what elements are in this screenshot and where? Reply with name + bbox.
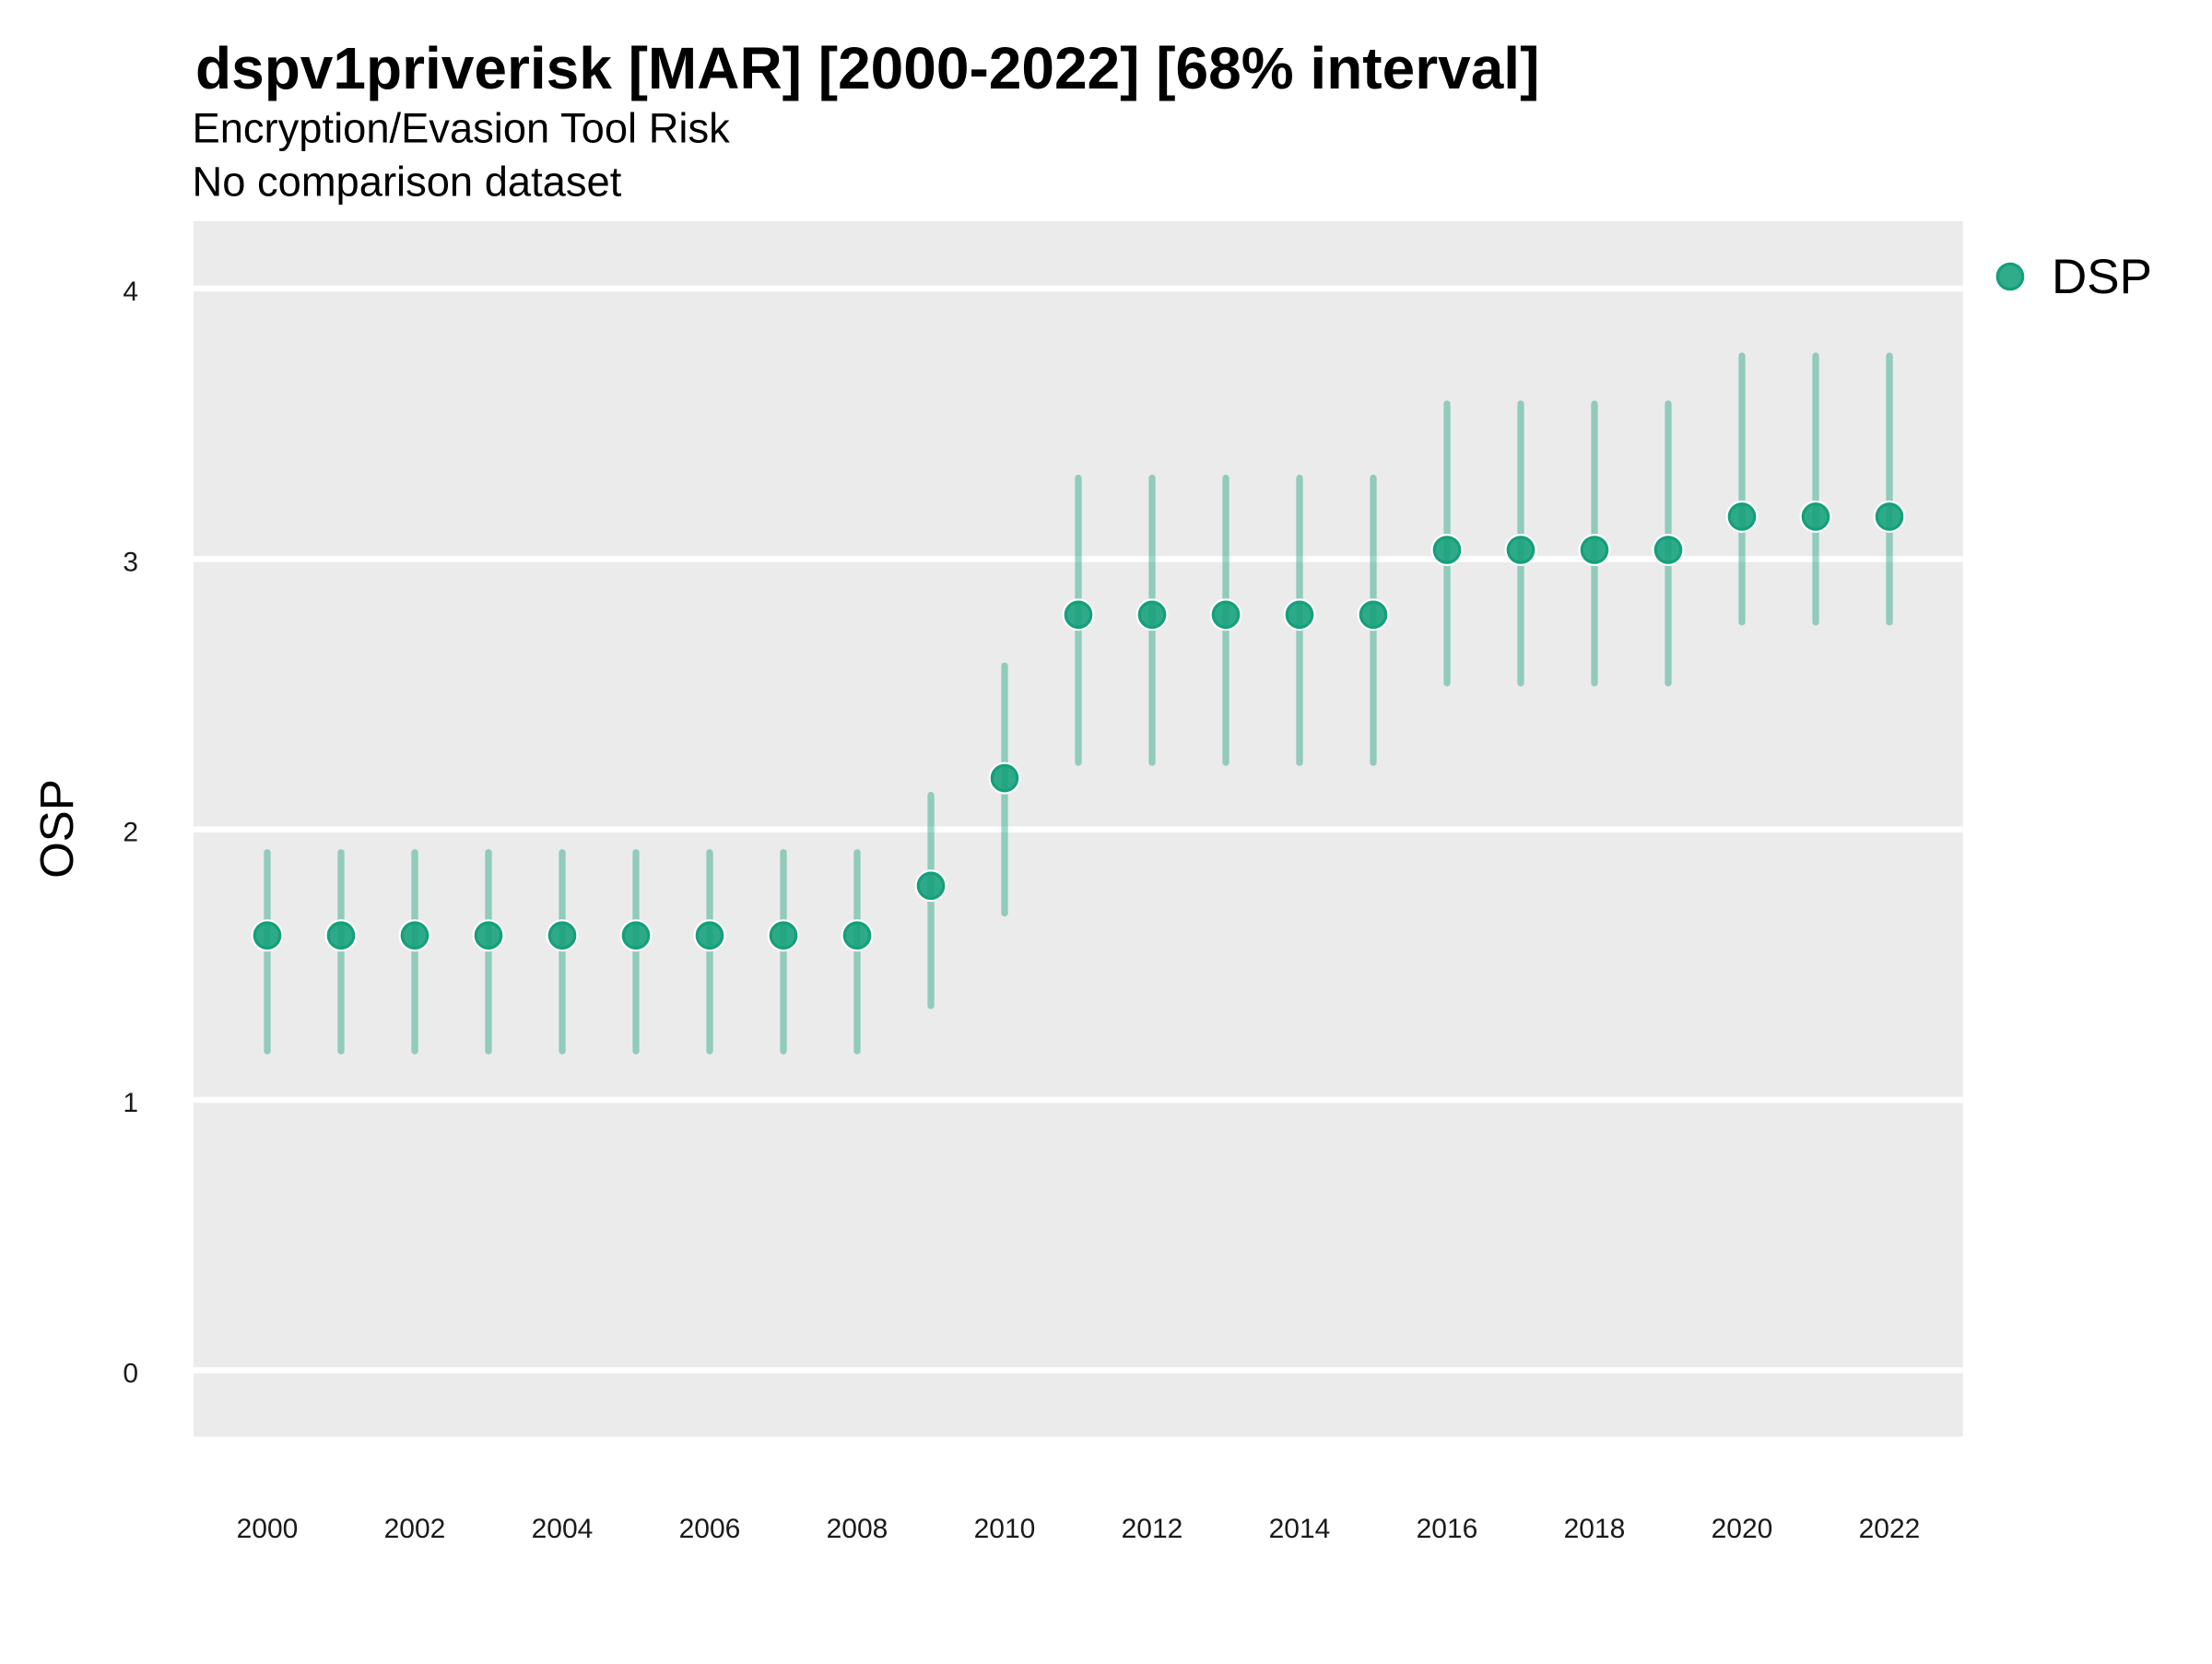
svg-text:2018: 2018 bbox=[1564, 1514, 1626, 1544]
svg-text:2010: 2010 bbox=[974, 1514, 1036, 1544]
svg-text:2022: 2022 bbox=[1859, 1514, 1921, 1544]
svg-text:2: 2 bbox=[123, 818, 138, 848]
svg-text:dspv1priverisk [MAR] [2000-202: dspv1priverisk [MAR] [2000-2022] [68% in… bbox=[195, 35, 1539, 101]
svg-text:2004: 2004 bbox=[532, 1514, 594, 1544]
svg-text:2000: 2000 bbox=[237, 1514, 299, 1544]
svg-text:2014: 2014 bbox=[1269, 1514, 1331, 1544]
svg-text:2016: 2016 bbox=[1417, 1514, 1478, 1544]
svg-text:DSP: DSP bbox=[2052, 250, 2152, 304]
svg-text:Encryption/Evasion Tool Risk: Encryption/Evasion Tool Risk bbox=[193, 105, 731, 152]
svg-text:2006: 2006 bbox=[679, 1514, 741, 1544]
svg-text:No comparison dataset: No comparison dataset bbox=[193, 159, 622, 206]
svg-text:2002: 2002 bbox=[384, 1514, 446, 1544]
svg-text:2012: 2012 bbox=[1122, 1514, 1183, 1544]
svg-text:1: 1 bbox=[123, 1088, 138, 1118]
svg-text:2020: 2020 bbox=[1712, 1514, 1773, 1544]
svg-text:2008: 2008 bbox=[827, 1514, 888, 1544]
svg-text:0: 0 bbox=[123, 1358, 138, 1388]
svg-text:3: 3 bbox=[123, 547, 138, 577]
svg-text:OSP: OSP bbox=[30, 779, 83, 879]
svg-text:4: 4 bbox=[123, 277, 138, 307]
